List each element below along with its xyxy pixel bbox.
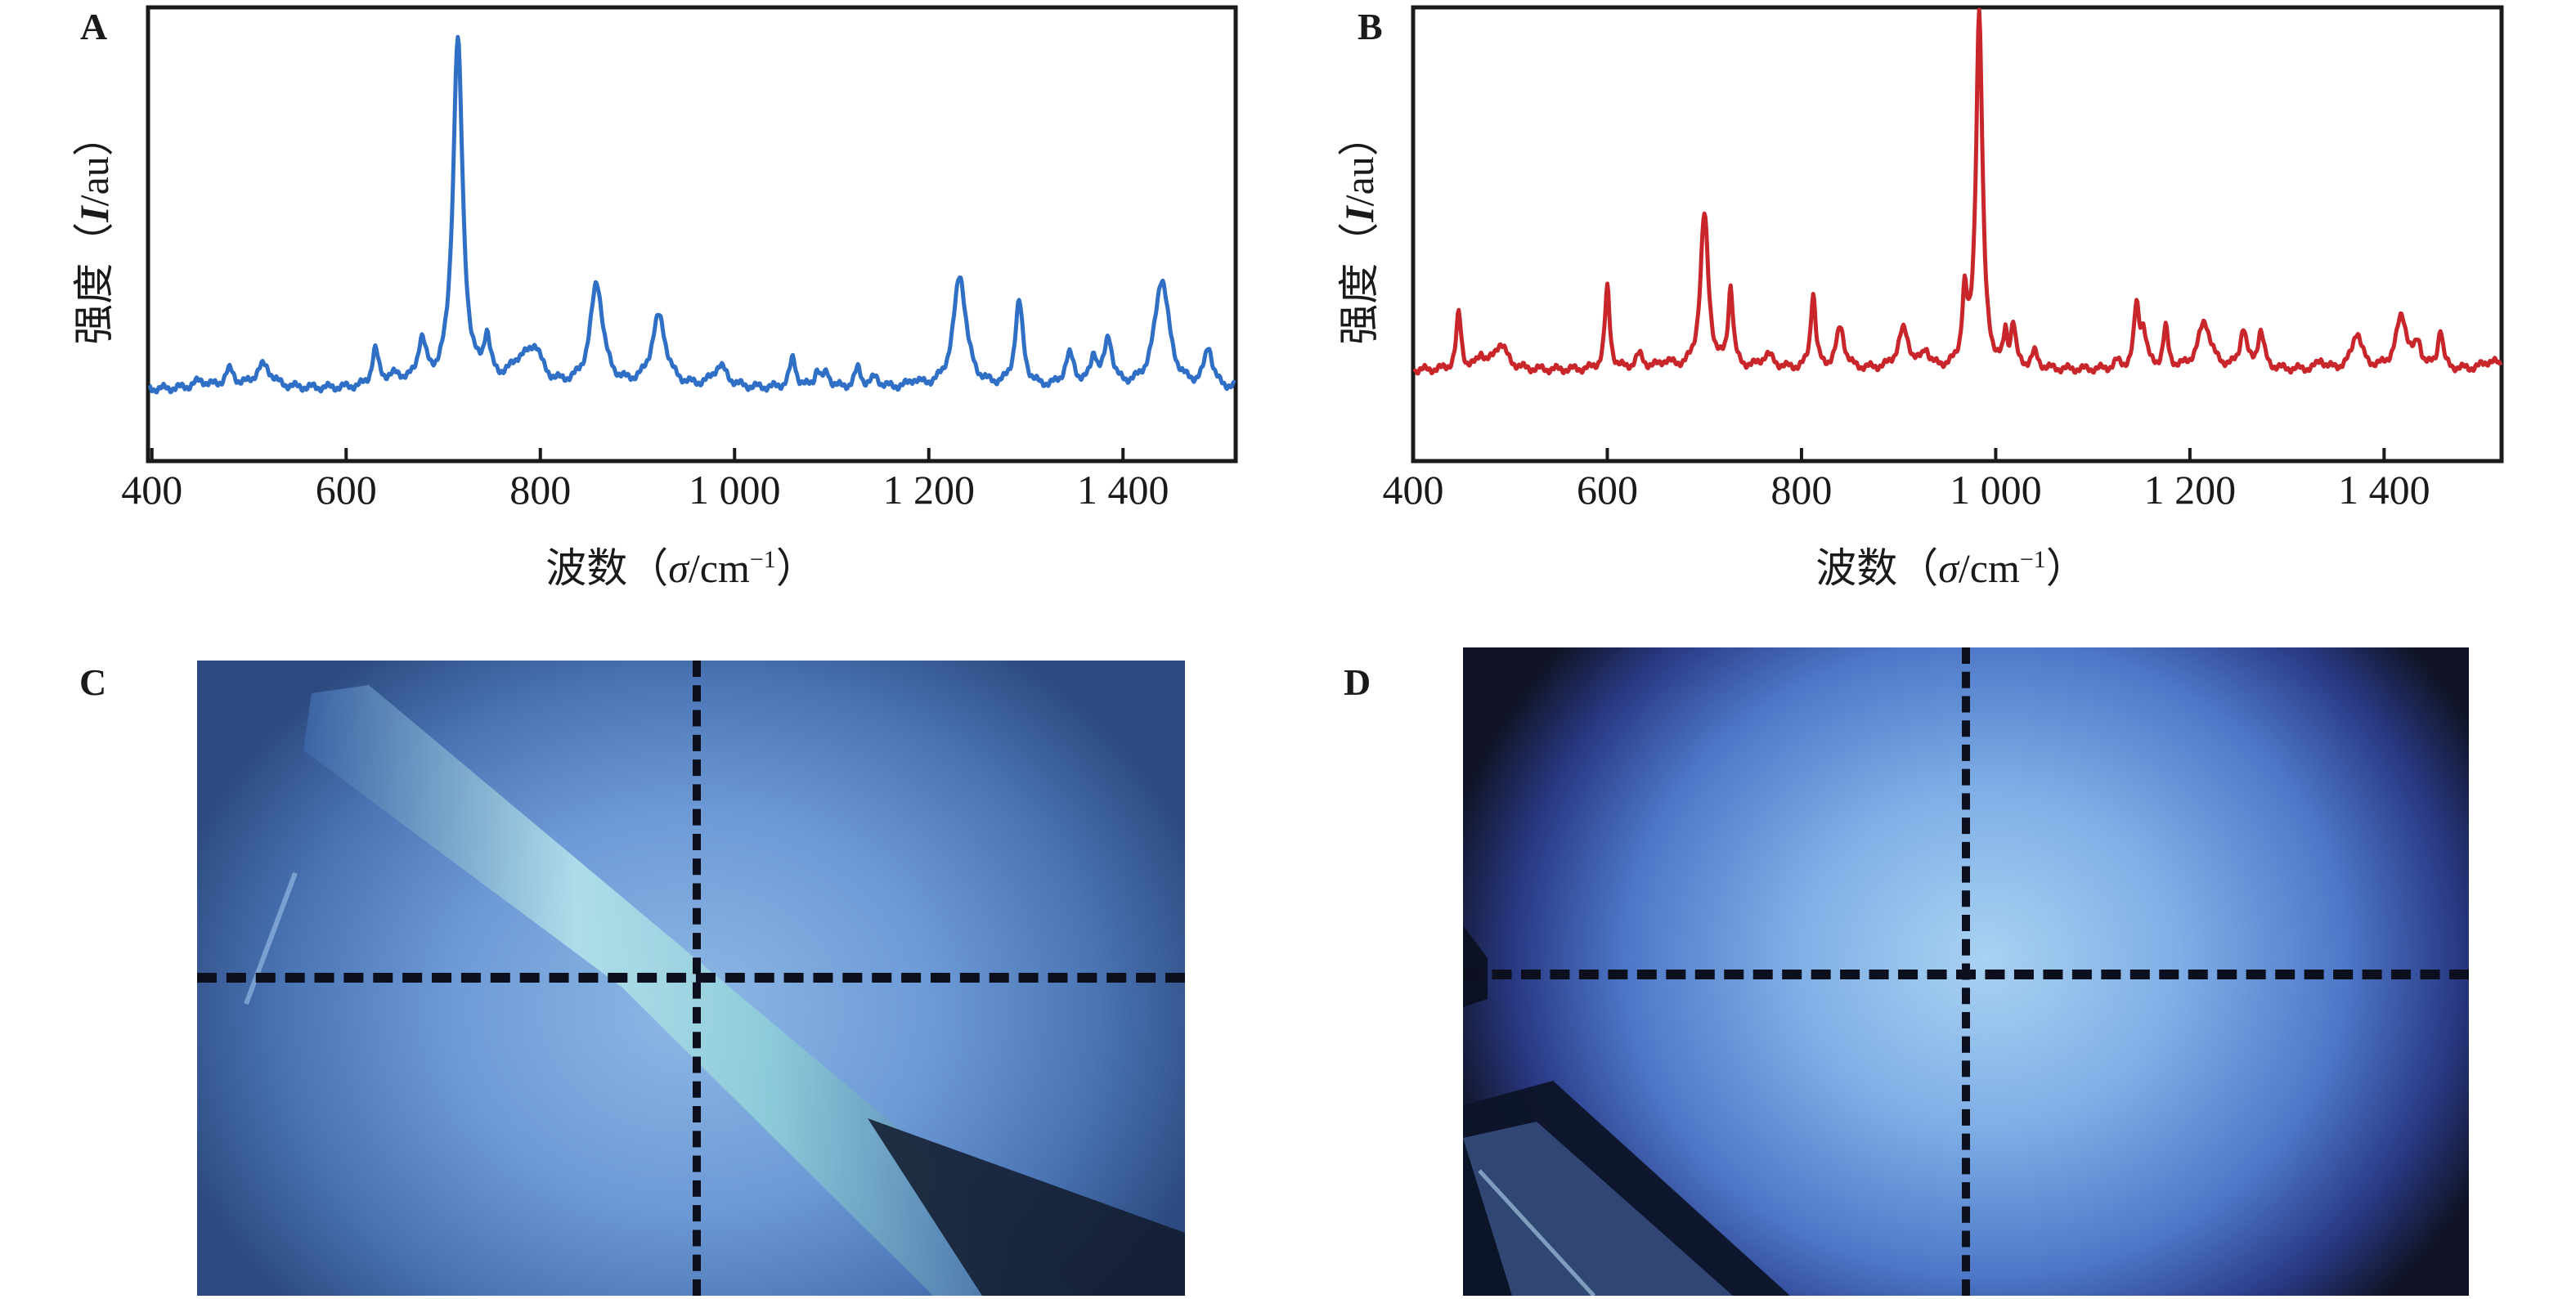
x-tick-label: 1 400 bbox=[1077, 467, 1169, 513]
dark-object-d bbox=[1463, 925, 1790, 1296]
plot-frame bbox=[146, 5, 1238, 464]
x-tick-label: 1 400 bbox=[2338, 467, 2430, 513]
panel-label-a: A bbox=[80, 6, 108, 47]
x-tick-label: 1 000 bbox=[1950, 467, 2042, 513]
y-axis-title: 强度（I/au） bbox=[71, 115, 117, 345]
spectrum-chart-b: 400 600 800 1 000 1 200 1 400 波数（σ/cm−1） 强度（I/a… bbox=[1336, 5, 2504, 591]
spectrum-line-a bbox=[147, 34, 1236, 395]
x-tick-label: 600 bbox=[316, 467, 377, 513]
spectrum-chart-a: 400 600 800 1 000 1 200 1 400 波数（σ/cm−1） 强度（I/a… bbox=[71, 5, 1238, 591]
x-tick-label: 1 200 bbox=[2144, 467, 2237, 513]
panel-label-d: D bbox=[1344, 661, 1371, 703]
x-tick-label: 1 200 bbox=[883, 467, 976, 513]
crosshair-horizontal-d bbox=[1463, 970, 2469, 979]
x-tick-label: 800 bbox=[509, 467, 571, 513]
micrograph-d bbox=[1463, 647, 2469, 1296]
x-tick-label: 400 bbox=[121, 467, 182, 513]
panel-label-c: C bbox=[79, 661, 107, 703]
plot-frame bbox=[1411, 5, 2504, 464]
x-tick-label: 600 bbox=[1577, 467, 1638, 513]
micrograph-c bbox=[197, 661, 1185, 1296]
x-tick-label: 800 bbox=[1770, 467, 1832, 513]
x-axis-title: 波数（σ/cm−1） bbox=[545, 545, 817, 591]
x-tick-label: 1 000 bbox=[689, 467, 781, 513]
x-axis-title: 波数（σ/cm−1） bbox=[1815, 545, 2087, 591]
panel-label-b: B bbox=[1358, 6, 1383, 47]
crosshair-horizontal-c bbox=[197, 973, 1185, 983]
spectrum-line-b bbox=[1412, 7, 2503, 376]
y-axis-title: 强度（I/au） bbox=[1336, 115, 1382, 345]
x-tick-label: 400 bbox=[1383, 467, 1444, 513]
